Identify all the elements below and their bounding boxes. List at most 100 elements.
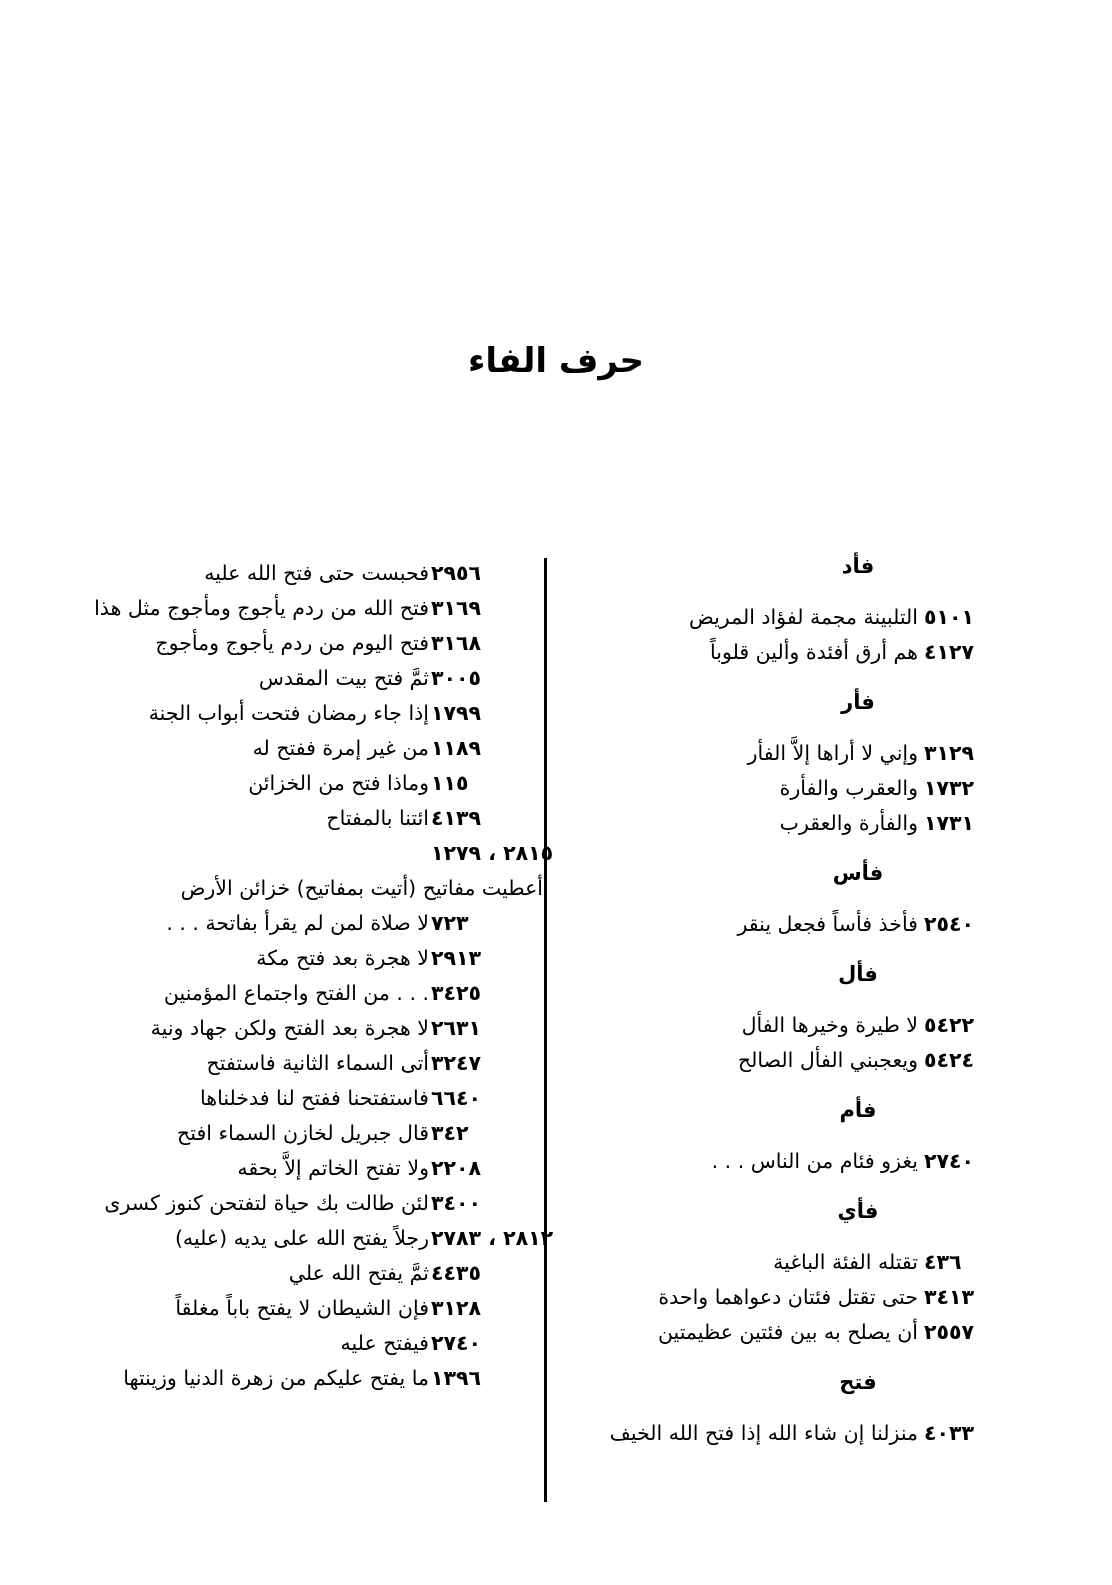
index-entry-page-number: ٣٤٢٥ [431, 981, 482, 1005]
index-entry-page-number: ٣٤٠٠ [431, 1191, 482, 1215]
index-body: فأد ٥١٠١ التلبينة مجمة لفؤاد المريض ٤١٢٧ هم … [0, 556, 1112, 1506]
index-entry[interactable]: ١٧٣٢ والعقرب والفأرة [600, 771, 1020, 806]
index-entry-page-number: ٣٤١٣ [924, 1285, 975, 1309]
index-entry-page-number: ٣٤٢ [431, 1121, 469, 1145]
index-entry[interactable]: ١١٥ وماذا فتح من الخزائن [88, 766, 543, 801]
index-entry[interactable]: ٣٢٤٧ أتى السماء الثانية فاستفتح [88, 1046, 543, 1081]
index-entry-page-number: ٥٤٢٤ [924, 1048, 975, 1072]
index-entry[interactable]: ٢٢٠٨ ولا تفتح الخاتم إلاَّ بحقه [88, 1151, 543, 1186]
index-entry-page-number: ٤٠٣٣ [924, 1421, 975, 1445]
index-entry-text: أتى السماء الثانية فاستفتح [206, 1051, 429, 1075]
index-entry-page-number: ٣١٦٩ [431, 596, 482, 620]
index-entry-text: ما يفتح عليكم من زهرة الدنيا وزينتها [123, 1366, 429, 1390]
index-entry-text: لا هجرة بعد فتح مكة [256, 946, 429, 970]
index-entry[interactable]: ١٣٩٦ ما يفتح عليكم من زهرة الدنيا وزينتها [88, 1361, 543, 1396]
index-entry-page-number: ٣١٢٨ [431, 1296, 482, 1320]
section-heading: فأم [839, 1098, 877, 1122]
index-entry-page-number: ٧٢٣ [431, 911, 469, 935]
index-entry-text: لا طيرة وخيرها الفأل [741, 1013, 918, 1037]
index-entry-page-number: ٤٤٣٥ [431, 1261, 482, 1285]
index-entry[interactable]: ٥٤٢٢ لا طيرة وخيرها الفأل [600, 1008, 1020, 1043]
section-spacer [600, 1225, 1020, 1245]
index-entry[interactable]: ١١٨٩ من غير إمرة ففتح له [88, 731, 543, 766]
index-entry[interactable]: ٣١٢٨ فإن الشيطان لا يفتح باباً مغلقاً [88, 1291, 543, 1326]
index-entry-page-number: ٤٣٦ [924, 1250, 962, 1274]
index-entry-text: هم أرق أفئدة وألين قلوباً [710, 640, 918, 664]
index-entry-text: لئن طالت بك حياة لتفتحن كنوز كسرى [104, 1191, 429, 1215]
index-entry[interactable]: ١٧٩٩ إذا جاء رمضان فتحت أبواب الجنة [88, 696, 543, 731]
index-entry[interactable]: ٤٣٦ تقتله الفئة الباغية [600, 1245, 1020, 1280]
index-entry-text: ثمَّ يفتح الله علي [288, 1261, 429, 1285]
section-heading: فأس [832, 861, 884, 885]
section-spacer [600, 716, 1020, 736]
index-entry-text: . . . من الفتح واجتماع المؤمنين [163, 981, 429, 1005]
column-divider [544, 558, 547, 1502]
index-entry[interactable]: ٦٦٤٠ فاستفتحنا ففتح لنا فدخلناها [88, 1081, 543, 1116]
index-entry[interactable]: ٣٤٢ قال جبريل لخازن السماء افتح [88, 1116, 543, 1151]
index-entry-page-number: ٤١٣٩ [431, 806, 482, 830]
index-entry[interactable]: ٤١٣٩ ائتنا بالمفتاح [88, 801, 543, 836]
index-entry[interactable]: ٤٤٣٥ ثمَّ يفتح الله علي [88, 1256, 543, 1291]
index-entry-text: فأخذ فأساً فجعل ينقر [737, 912, 918, 936]
section-heading: فتح [839, 1370, 877, 1394]
index-entry[interactable]: ٥٤٢٤ ويعجبني الفأل الصالح [600, 1043, 1020, 1078]
index-entry[interactable]: ٢٦٣١ لا هجرة بعد الفتح ولكن جهاد ونية [88, 1011, 543, 1046]
index-entry-text: ثمَّ فتح بيت المقدس [258, 666, 429, 690]
section-spacer [600, 1350, 1020, 1372]
index-entry-page-number: ٣٠٠٥ [431, 666, 482, 690]
index-entry-text: وإني لا أراها إلاَّ الفأر [747, 741, 918, 765]
section-heading: فأر [841, 690, 875, 714]
index-entry[interactable]: ٢٩١٣ لا هجرة بعد فتح مكة [88, 941, 543, 976]
index-entry-page-number: ٢٧٤٠ [924, 1149, 975, 1173]
index-entry[interactable]: ٣١٦٩ فتح الله من ردم يأجوج ومأجوج مثل هذا [88, 591, 543, 626]
index-entry-text: فيفتح عليه [340, 1331, 430, 1355]
index-entry-text: والفأرة والعقرب [779, 811, 918, 835]
index-entry[interactable]: ٣١٢٩ وإني لا أراها إلاَّ الفأر [600, 736, 1020, 771]
index-entry-text: منزلنا إن شاء الله إذا فتح الله الخيف [609, 1421, 918, 1445]
index-entry-text: لا هجرة بعد الفتح ولكن جهاد ونية [150, 1016, 429, 1040]
index-entry[interactable]: ٢٥٥٧ أن يصلح به بين فئتين عظيمتين [600, 1315, 1020, 1350]
index-entry-text: التلبينة مجمة لفؤاد المريض [688, 605, 918, 629]
index-entry[interactable]: ٣٤١٣ حتى تقتل فئتان دعواهما واحدة [600, 1280, 1020, 1315]
section-spacer [600, 1396, 1020, 1416]
index-entry-text: فتح الله من ردم يأجوج ومأجوج مثل هذا [94, 596, 429, 620]
index-entry[interactable]: ٥١٠١ التلبينة مجمة لفؤاد المريض [600, 600, 1020, 635]
index-entry[interactable]: ٧٢٣ لا صلاة لمن لم يقرأ بفاتحة . . . [88, 906, 543, 941]
index-entry[interactable]: ٢٨١٥ ، ١٢٧٩ أعطيت مفاتيح (أتيت بمفاتيح) خ… [88, 836, 554, 906]
index-entry-text: فحبست حتى فتح الله عليه [204, 561, 429, 585]
index-entry[interactable]: ٢٥٤٠ فأخذ فأساً فجعل ينقر [600, 907, 1020, 942]
section-spacer [600, 580, 1020, 600]
index-entry-text: أن يصلح به بين فئتين عظيمتين [657, 1320, 918, 1344]
section-heading: فأل [838, 962, 878, 986]
index-entry-text: فإن الشيطان لا يفتح باباً مغلقاً [175, 1296, 429, 1320]
section-spacer [600, 670, 1020, 692]
index-entry-text: من غير إمرة ففتح له [252, 736, 429, 760]
index-entry-page-number: ٢٩١٣ [431, 946, 482, 970]
index-entry[interactable]: ٣٤٠٠ لئن طالت بك حياة لتفتحن كنوز كسرى [88, 1186, 543, 1221]
index-entry[interactable]: ٢٧٤٠ يغزو فئام من الناس . . . [600, 1144, 1020, 1179]
section-spacer [600, 841, 1020, 863]
section-spacer [600, 1124, 1020, 1144]
index-entry-page-number: ١٣٩٦ [431, 1366, 482, 1390]
index-entry-page-number: ١٧٣٢ [924, 776, 975, 800]
index-entry-text: إذا جاء رمضان فتحت أبواب الجنة [148, 701, 429, 725]
index-entry[interactable]: ٢٧٤٠ فيفتح عليه [88, 1326, 543, 1361]
index-entry[interactable]: ١٧٣١ والفأرة والعقرب [600, 806, 1020, 841]
index-entry-page-number: ١٧٣١ [924, 811, 975, 835]
index-entry[interactable]: ٤١٢٧ هم أرق أفئدة وألين قلوباً [600, 635, 1020, 670]
section-spacer [600, 1078, 1020, 1100]
index-entry-page-number: ٢٨١٥ ، ١٢٧٩ [431, 841, 554, 865]
index-entry[interactable]: ٢٨١٢ ، ٢٧٨٣ رجلاً يفتح الله على يديه (علي… [88, 1221, 552, 1256]
index-column-left: ٢٩٥٦ فحبست حتى فتح الله عليه ٣١٦٩ فتح الله … [88, 556, 554, 1506]
section-spacer [600, 942, 1020, 964]
index-entry[interactable]: ٢٩٥٦ فحبست حتى فتح الله عليه [88, 556, 543, 591]
index-entry[interactable]: ٣١٦٨ فتح اليوم من ردم يأجوج ومأجوج [88, 626, 543, 661]
index-entry[interactable]: ٤٠٣٣ منزلنا إن شاء الله إذا فتح الله الخي… [600, 1416, 1020, 1451]
index-entry-page-number: ٦٦٤٠ [431, 1086, 482, 1110]
index-entry-text: فتح اليوم من ردم يأجوج ومأجوج [155, 631, 429, 655]
index-entry-page-number: ٢٥٤٠ [924, 912, 975, 936]
index-entry-text: تقتله الفئة الباغية [773, 1250, 918, 1274]
index-entry-page-number: ٢٥٥٧ [924, 1320, 975, 1344]
index-entry[interactable]: ٣٠٠٥ ثمَّ فتح بيت المقدس [88, 661, 543, 696]
index-entry[interactable]: ٣٤٢٥. . . من الفتح واجتماع المؤمنين [88, 976, 543, 1011]
